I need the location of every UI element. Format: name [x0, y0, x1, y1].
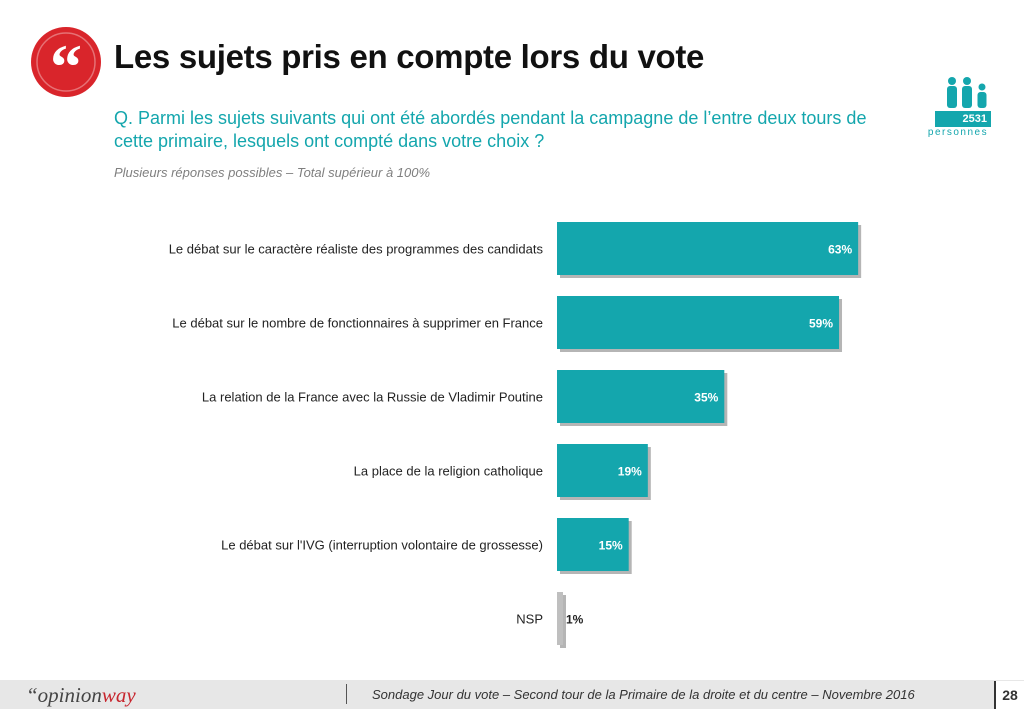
data-label: 63%	[828, 243, 852, 257]
bar	[557, 296, 840, 349]
category-label: NSP	[516, 612, 543, 627]
page-title: Les sujets pris en compte lors du vote	[114, 38, 705, 75]
bar-row: NSP 1%	[516, 592, 584, 648]
footer-source: Sondage Jour du vote – Second tour de la…	[372, 687, 915, 702]
bar	[557, 518, 629, 571]
opinionway-logo: “opinionway	[26, 683, 136, 708]
sample-count-badge: 2531	[935, 111, 991, 127]
people-icon	[947, 77, 987, 108]
footer-bar: “opinionway Sondage Jour du vote – Secon…	[0, 680, 1024, 709]
quote-icon: “	[31, 27, 101, 98]
quote-glyph: “	[50, 31, 82, 98]
data-label: 59%	[809, 317, 833, 331]
logo-accent: way	[101, 683, 136, 707]
survey-question: Q. Parmi les sujets suivants qui ont été…	[114, 108, 867, 151]
data-label: 1%	[566, 613, 584, 627]
bar	[557, 592, 563, 645]
bar-row: Le débat sur le caractère réaliste des p…	[169, 222, 862, 278]
footer-divider	[346, 684, 347, 704]
category-label: La place de la religion catholique	[354, 464, 543, 479]
category-label: Le débat sur l'IVG (interruption volonta…	[221, 538, 543, 553]
logo-prefix: “opinion	[26, 683, 102, 707]
category-label: Le débat sur le nombre de fonctionnaires…	[172, 316, 543, 331]
bar	[557, 444, 648, 497]
bar	[557, 370, 725, 423]
data-label: 35%	[694, 391, 718, 405]
bar-row: Le débat sur l'IVG (interruption volonta…	[221, 518, 632, 574]
sample-count-label: personnes	[927, 127, 989, 138]
bar-row: La place de la religion catholique 19%	[354, 444, 651, 500]
bar-row: La relation de la France avec la Russie …	[202, 370, 728, 426]
category-label: La relation de la France avec la Russie …	[202, 390, 543, 405]
bar-row: Le débat sur le nombre de fonctionnaires…	[172, 296, 843, 352]
page-number: 28	[994, 681, 1024, 709]
data-label: 19%	[618, 465, 642, 479]
data-label: 15%	[599, 539, 623, 553]
response-note: Plusieurs réponses possibles – Total sup…	[114, 165, 431, 180]
bar	[557, 222, 859, 275]
category-label: Le débat sur le caractère réaliste des p…	[169, 242, 544, 257]
bar-chart: Le débat sur le caractère réaliste des p…	[169, 222, 862, 648]
